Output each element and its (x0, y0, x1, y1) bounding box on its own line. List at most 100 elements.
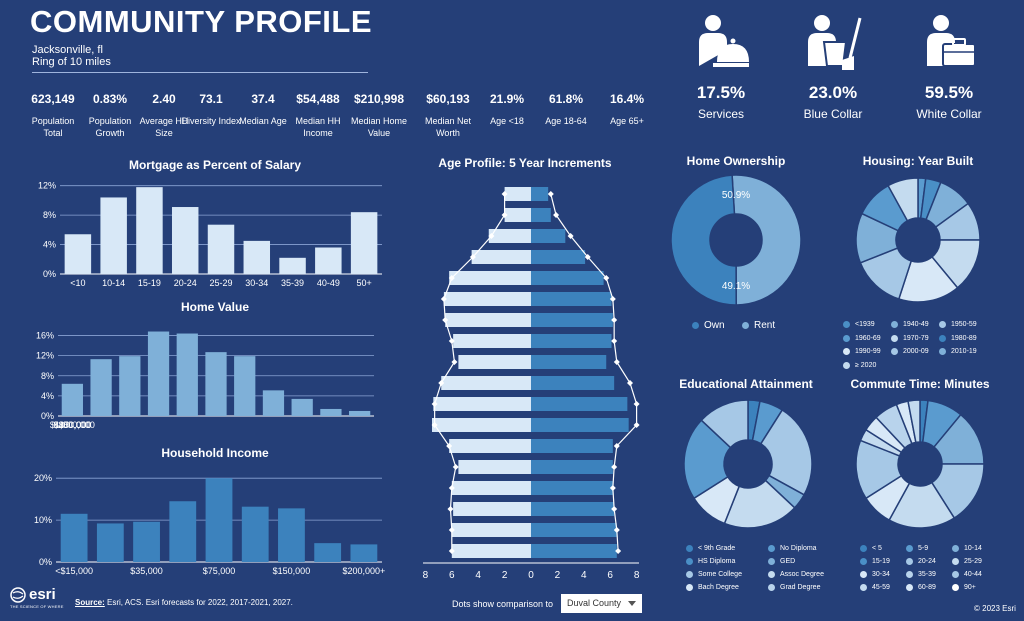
legend-label: <1939 (855, 321, 875, 328)
white-collar-label: White Collar (916, 107, 982, 121)
x-tick-label: 40-49 (317, 278, 340, 288)
pyramid-bar-right (531, 292, 612, 306)
legend-swatch (768, 545, 775, 552)
comparison-dot (446, 443, 453, 449)
legend-swatch (939, 321, 946, 328)
legend-swatch (768, 584, 775, 591)
pyramid-bar-left (458, 460, 531, 474)
legend-item: 45-59 (860, 584, 890, 591)
pyramid-bar-left (504, 208, 531, 222)
comparison-dot (613, 359, 620, 365)
legend-label: < 5 (872, 545, 882, 552)
age-profile-chart-title: Age Profile: 5 Year Increments (438, 156, 612, 170)
comparison-dot (584, 254, 591, 260)
occupation-blue-collar: 23.0% Blue Collar (778, 14, 888, 121)
comparison-dot (501, 212, 508, 218)
stat-label: Age 65+ (610, 116, 644, 126)
legend-swatch (692, 322, 699, 329)
pyramid-bar-left (471, 250, 531, 264)
comparison-dropdown[interactable]: Duval County (561, 594, 642, 613)
comparison-dot (469, 254, 476, 260)
legend-item: 35-39 (906, 571, 936, 578)
legend-label: 90+ (964, 584, 976, 591)
stat-value: 623,149 (31, 92, 75, 106)
legend-item: 1950-59 (939, 321, 977, 328)
source-note: Source: Esri, ACS. Esri forecasts for 20… (75, 598, 293, 607)
y-tick-label: 0% (39, 557, 52, 567)
comparison-dot (440, 296, 447, 302)
comparison-dot (448, 275, 455, 281)
legend-label: 60-89 (918, 584, 936, 591)
legend-swatch (939, 334, 946, 342)
esri-tagline: THE SCIENCE OF WHERE (10, 604, 64, 609)
stat-value: 61.8% (548, 92, 584, 106)
legend-item: <1939 (843, 321, 875, 328)
source-text: Esri, ACS. Esri forecasts for 2022, 2017… (104, 598, 293, 607)
x-tick-label: 50+ (356, 278, 371, 288)
comparison-dot (448, 338, 455, 344)
mortgage-chart-title: Mortgage as Percent of Salary (128, 158, 302, 172)
y-tick-label: 0% (41, 411, 54, 421)
stat-value: 2.40 (152, 92, 176, 106)
stat-value: $60,193 (426, 92, 470, 106)
bar (171, 207, 199, 274)
comparison-dot (448, 527, 455, 533)
legend-label: Rent (754, 320, 776, 331)
copyright: © 2023 Esri (974, 604, 1016, 613)
pyramid-bar-left (441, 376, 531, 390)
location-label: Jacksonville, fl (32, 44, 103, 56)
comparison-dot (611, 506, 618, 512)
legend-item: 5-9 (906, 545, 928, 552)
legend-label: 30-34 (872, 571, 890, 578)
y-tick-label: 10% (34, 515, 52, 525)
x-tick-label: $1,000,000 (50, 420, 95, 430)
x-tick-label: 4 (581, 570, 587, 581)
legend-label: HS Diploma (698, 558, 736, 565)
legend-item: ≥ 2020 (843, 361, 877, 369)
pyramid-bar-left (453, 334, 531, 348)
legend-item: 20-24 (906, 558, 936, 565)
comparison-dot (547, 191, 554, 197)
x-tick-label: 2 (555, 570, 561, 581)
x-tick-label: 2 (502, 570, 508, 581)
stat-value: 0.83% (92, 92, 128, 106)
legend-item: Grad Degree (768, 584, 820, 591)
legend-item: 60-89 (906, 584, 936, 591)
legend-label: Grad Degree (780, 584, 821, 591)
stat-item: 21.9% Age <18 (477, 92, 537, 127)
comparison-dot (488, 233, 495, 239)
legend-swatch (952, 545, 959, 552)
comparison-dot (447, 506, 454, 512)
comparison-dot (611, 464, 618, 470)
x-tick-label: 35-39 (281, 278, 304, 288)
occupation-white-collar: 59.5% White Collar (894, 14, 1004, 121)
pyramid-bar-left (445, 313, 531, 327)
legend-item: 15-19 (860, 558, 890, 565)
bar (262, 390, 285, 416)
legend-swatch (952, 558, 959, 565)
legend-item: 40-44 (952, 571, 982, 578)
pyramid-bar-left (433, 397, 531, 411)
pyramid-bar-right (531, 250, 586, 264)
bar (243, 240, 271, 274)
bar (169, 501, 197, 562)
legend-swatch (891, 321, 898, 328)
legend-swatch (860, 571, 867, 578)
y-tick-label: 20% (34, 473, 52, 483)
bar (176, 333, 198, 416)
legend-label: 2010-19 (951, 348, 977, 355)
legend-label: 40-44 (964, 571, 982, 578)
legend-label: 25-29 (964, 558, 982, 565)
legend-label: 1960-69 (855, 334, 881, 342)
slice-label-rent: 50.9% (722, 190, 750, 201)
legend-label: 15-19 (872, 558, 890, 565)
x-tick-label: 15-19 (138, 278, 161, 288)
y-tick-label: 0% (43, 269, 56, 279)
page-title: COMMUNITY PROFILE (30, 4, 373, 39)
legend-label: 1990-99 (855, 348, 881, 355)
legend-label: Own (704, 320, 725, 331)
bar (90, 359, 112, 416)
legend-label: ≥ 2020 (855, 361, 877, 369)
bar (278, 508, 305, 562)
